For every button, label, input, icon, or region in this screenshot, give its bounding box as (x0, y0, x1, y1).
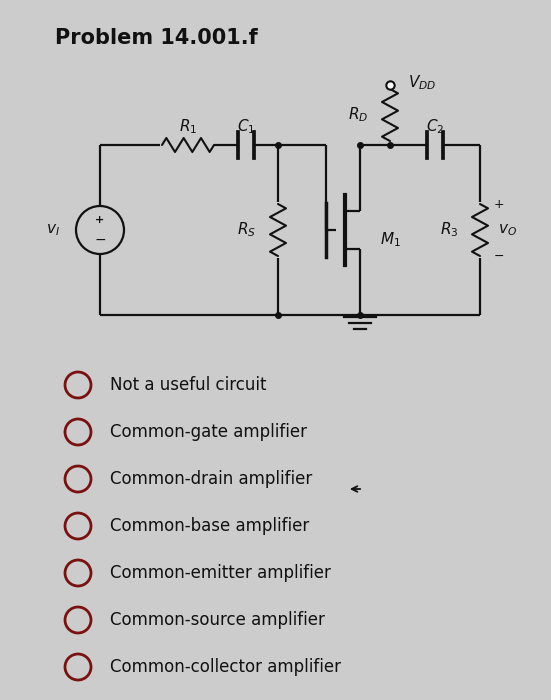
Text: Common-gate amplifier: Common-gate amplifier (110, 423, 307, 441)
Text: Common-emitter amplifier: Common-emitter amplifier (110, 564, 331, 582)
Text: Common-base amplifier: Common-base amplifier (110, 517, 309, 535)
Text: −: − (494, 249, 505, 262)
Text: $R_3$: $R_3$ (440, 220, 458, 239)
Text: Not a useful circuit: Not a useful circuit (110, 376, 267, 394)
Text: $R_D$: $R_D$ (348, 106, 368, 125)
Text: Common-collector amplifier: Common-collector amplifier (110, 658, 341, 676)
Text: $C_2$: $C_2$ (426, 118, 444, 136)
Text: +: + (95, 215, 105, 225)
Text: $C_1$: $C_1$ (237, 118, 255, 136)
Text: $R_S$: $R_S$ (237, 220, 256, 239)
Text: Common-source amplifier: Common-source amplifier (110, 611, 325, 629)
Text: $R_1$: $R_1$ (179, 118, 197, 136)
Text: Problem 14.001.f: Problem 14.001.f (55, 28, 258, 48)
Text: $M_1$: $M_1$ (380, 231, 401, 249)
Text: $V_{DD}$: $V_{DD}$ (408, 74, 436, 92)
Text: $v_O$: $v_O$ (498, 222, 517, 238)
Text: −: − (94, 233, 106, 247)
Text: +: + (494, 197, 505, 211)
Text: Common-drain amplifier: Common-drain amplifier (110, 470, 312, 488)
Text: $v_I$: $v_I$ (46, 222, 60, 238)
